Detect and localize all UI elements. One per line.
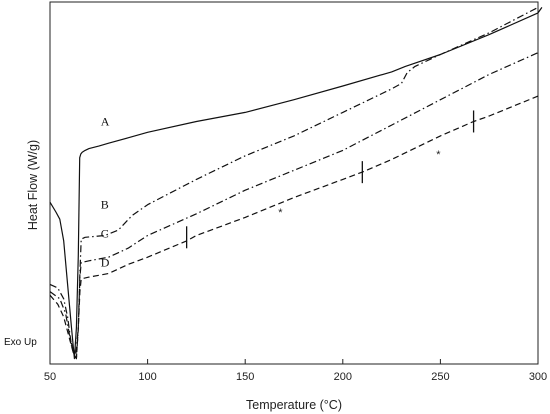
x-tick-label: 100 (138, 371, 156, 383)
plot-frame (49, 1, 539, 365)
x-axis-label: Temperature (°C) (246, 398, 342, 412)
star-marker: * (278, 207, 283, 219)
x-tick-label: 300 (529, 371, 547, 383)
annotations: A B C D * * (101, 110, 475, 270)
x-tick-label: 250 (431, 371, 449, 383)
axes: 50 100 150 200 250 300 (44, 1, 547, 383)
star-marker: * (436, 149, 441, 161)
x-tick-label: 200 (334, 371, 352, 383)
series-line-b (49, 6, 539, 360)
curve-label-b: B (101, 198, 109, 212)
y-axis-label: Heat Flow (W/g) (26, 140, 40, 230)
curves (49, 6, 543, 360)
curve-label-d: D (101, 256, 110, 270)
exo-up-label: Exo Up (4, 337, 37, 348)
series-line-d (49, 95, 539, 360)
curve-label-a: A (101, 114, 110, 128)
curve-label-c: C (101, 227, 109, 241)
series-line-a (49, 7, 543, 360)
series-line-c (49, 52, 539, 360)
x-tick-label: 50 (44, 371, 56, 383)
x-tick-label: 150 (236, 371, 254, 383)
